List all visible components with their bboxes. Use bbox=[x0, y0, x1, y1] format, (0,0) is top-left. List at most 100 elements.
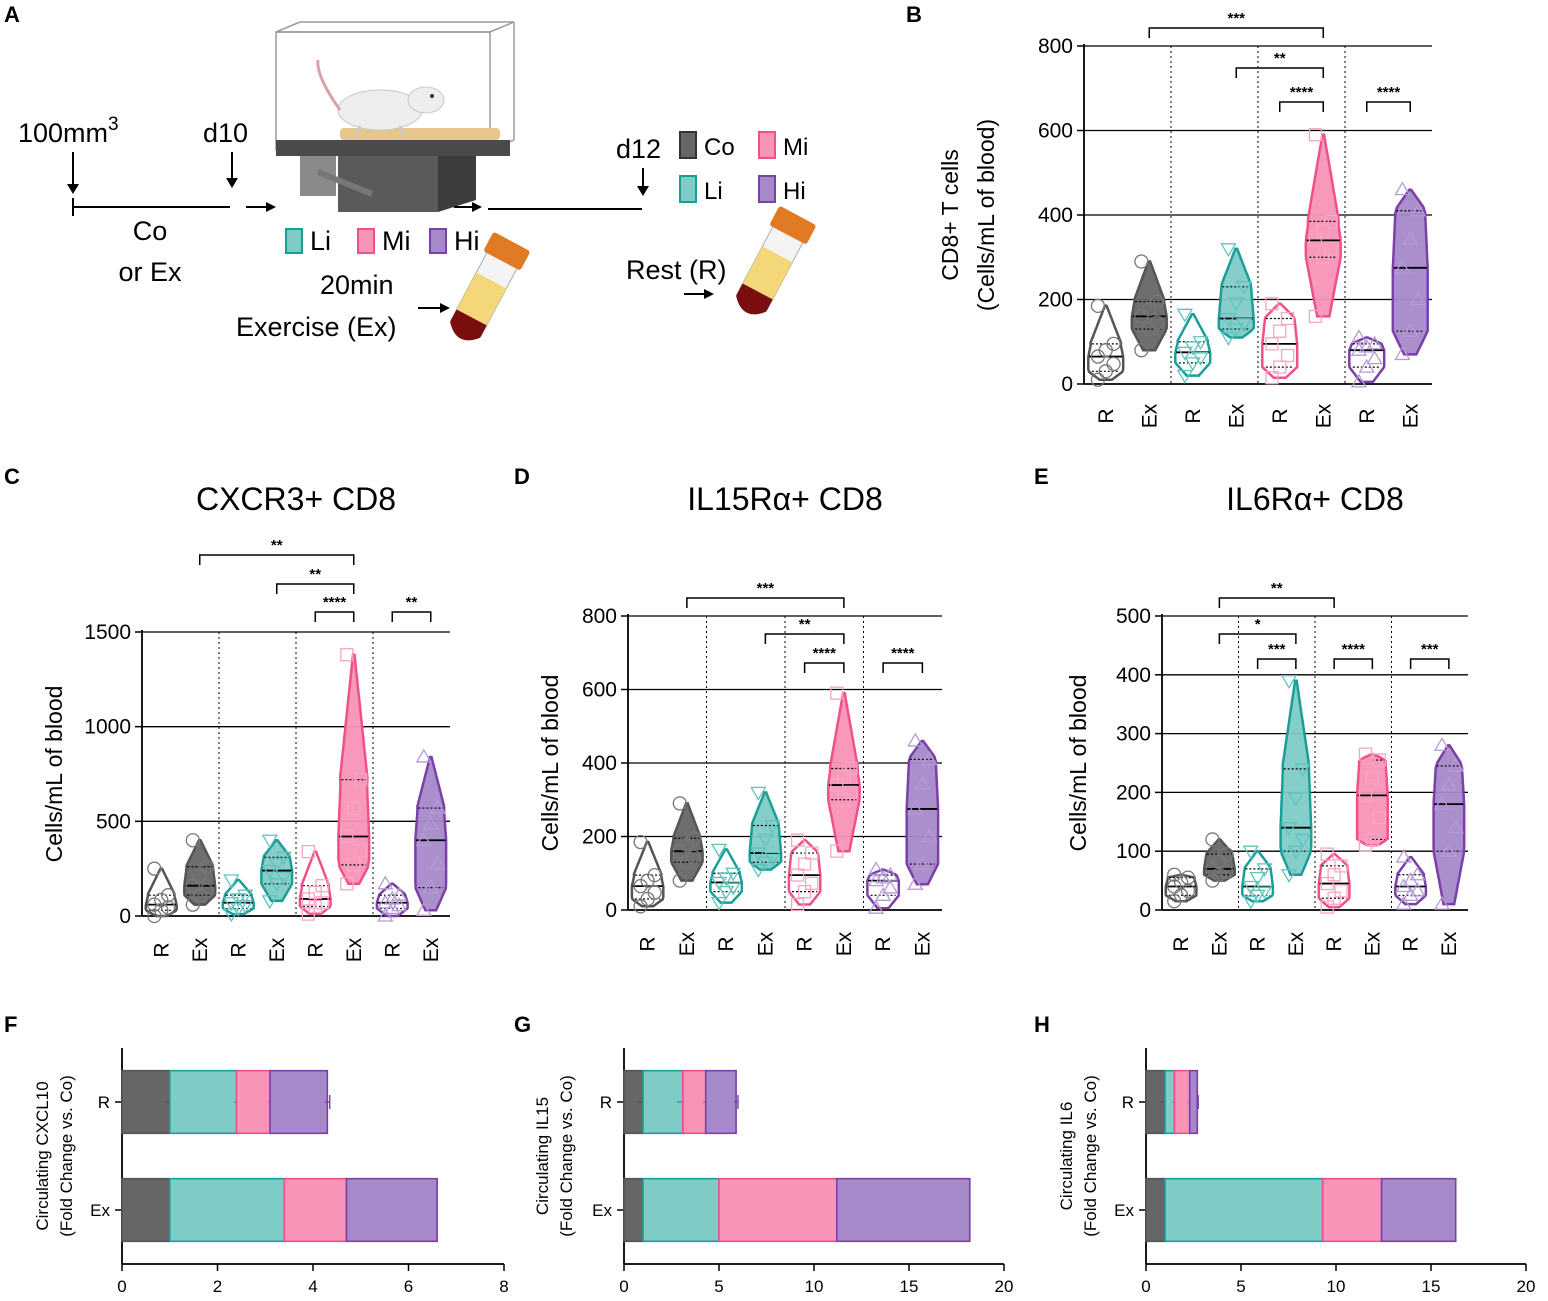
data-point bbox=[1409, 202, 1427, 217]
data-point bbox=[790, 897, 805, 912]
x-tick-label: 5 bbox=[1236, 1277, 1245, 1296]
data-point bbox=[1433, 895, 1451, 910]
data-point bbox=[1176, 308, 1194, 323]
data-point bbox=[1184, 341, 1201, 356]
data-point bbox=[377, 894, 394, 909]
data-point bbox=[1249, 872, 1266, 886]
y-tick-label: 0 bbox=[1061, 373, 1073, 396]
y-tick-label: 100 bbox=[1116, 840, 1151, 863]
x-tick-label: Ex bbox=[420, 937, 443, 962]
x-tick-label: Ex bbox=[1438, 931, 1461, 956]
y-axis-label: Cells/mL of blood bbox=[1065, 675, 1091, 852]
data-point bbox=[717, 872, 735, 887]
data-point bbox=[914, 775, 931, 790]
bar-segment-hi-r bbox=[704, 1069, 737, 1135]
exercise-duration-label: 20min bbox=[320, 270, 394, 300]
significance-bracket bbox=[803, 662, 845, 673]
data-point bbox=[725, 867, 742, 882]
data-point bbox=[185, 833, 200, 848]
violin-li-ex bbox=[748, 791, 783, 871]
significance-bracket bbox=[764, 633, 845, 644]
significance-label: ** bbox=[309, 566, 321, 583]
data-point bbox=[1220, 243, 1237, 258]
data-point bbox=[750, 847, 767, 862]
data-point bbox=[1090, 372, 1106, 387]
violin-chart-il15ra: IL15Rα+ CD8 Cells/mL of blood 0 200 400 600 80… bbox=[537, 481, 942, 956]
y-axis-label: Circulating IL15 bbox=[533, 1097, 552, 1215]
bar-segment-co-ex bbox=[121, 1177, 171, 1243]
y-tick-label: 800 bbox=[582, 605, 617, 628]
data-point bbox=[1280, 675, 1298, 689]
bar-segment-li-ex bbox=[642, 1177, 720, 1243]
significance-label: **** bbox=[1342, 641, 1366, 658]
x-tick-label: 15 bbox=[900, 1277, 919, 1296]
data-point bbox=[192, 869, 207, 884]
x-tick-label: Ex bbox=[1208, 931, 1231, 956]
x-tick-label: R bbox=[381, 942, 404, 957]
violin-li-ex bbox=[1217, 247, 1255, 339]
data-point bbox=[1273, 324, 1287, 338]
violin-li-ex bbox=[1279, 679, 1313, 876]
data-point bbox=[223, 874, 240, 889]
arrow-right-icon bbox=[266, 202, 276, 212]
data-point bbox=[1350, 373, 1368, 388]
data-point bbox=[230, 893, 247, 908]
x-tick-label: 15 bbox=[1422, 1277, 1441, 1296]
data-point bbox=[790, 833, 805, 847]
data-point bbox=[161, 888, 176, 903]
data-point bbox=[1327, 891, 1341, 905]
y-tick-label: 1500 bbox=[84, 621, 131, 644]
arrow-right-icon bbox=[440, 303, 450, 313]
violin-mi-ex bbox=[1355, 752, 1389, 847]
bar-segment-mi-r bbox=[235, 1069, 271, 1135]
data-point bbox=[1192, 336, 1209, 351]
exercise-label: Exercise (Ex) bbox=[236, 312, 397, 342]
panel-a-schematic: A 100mm3 d10 Co or Ex bbox=[4, 2, 816, 342]
panel-letter-h: H bbox=[1034, 1012, 1050, 1037]
control-label-line1: Co bbox=[133, 216, 168, 246]
data-point bbox=[830, 844, 844, 858]
data-point bbox=[1287, 792, 1305, 807]
data-point bbox=[750, 863, 767, 878]
data-point bbox=[830, 686, 844, 700]
x-tick-label: 10 bbox=[805, 1277, 824, 1296]
panel-letter-a: A bbox=[4, 2, 20, 27]
bar-chart-il15: Circulating IL15 (Fold Change vs. Co) 0 5 10… bbox=[533, 1048, 1013, 1296]
y-tick-label: Ex bbox=[1114, 1201, 1134, 1220]
data-point bbox=[1205, 832, 1220, 847]
data-point bbox=[1433, 795, 1451, 810]
data-point bbox=[199, 859, 214, 874]
y-tick-label: R bbox=[600, 1093, 612, 1112]
bar-segment-co-r bbox=[121, 1069, 171, 1135]
data-point bbox=[1242, 845, 1259, 860]
panel-letter-d: D bbox=[514, 464, 530, 489]
data-point bbox=[384, 890, 401, 905]
y-tick-label: 200 bbox=[1038, 289, 1073, 312]
y-axis-label: Circulating CXCL10 bbox=[33, 1081, 52, 1230]
data-point bbox=[1256, 885, 1273, 900]
data-point bbox=[154, 892, 169, 908]
bar-segment-li-ex bbox=[1164, 1177, 1324, 1243]
y-tick-label: 400 bbox=[582, 752, 617, 775]
data-point bbox=[415, 902, 432, 916]
x-tick-label: R bbox=[1182, 408, 1205, 423]
data-point bbox=[790, 868, 805, 882]
data-point bbox=[1409, 291, 1427, 306]
data-point bbox=[725, 881, 742, 896]
data-point bbox=[844, 785, 858, 800]
significance-label: * bbox=[1255, 616, 1261, 633]
significance-bracket bbox=[1409, 658, 1450, 669]
data-point bbox=[1320, 900, 1334, 914]
control-label-line2: or Ex bbox=[118, 257, 182, 287]
significance-label: *** bbox=[1268, 641, 1286, 658]
x-tick-label: 10 bbox=[1327, 1277, 1346, 1296]
data-point bbox=[1440, 842, 1458, 857]
data-point bbox=[797, 884, 812, 899]
data-point bbox=[354, 773, 368, 787]
y-axis-label-units: (Cells/mL of blood) bbox=[973, 119, 999, 311]
significance-bracket bbox=[1148, 27, 1324, 38]
data-point bbox=[268, 878, 285, 893]
data-point bbox=[1149, 315, 1165, 330]
significance-label: **** bbox=[813, 645, 837, 662]
significance-bracket bbox=[1235, 67, 1324, 78]
